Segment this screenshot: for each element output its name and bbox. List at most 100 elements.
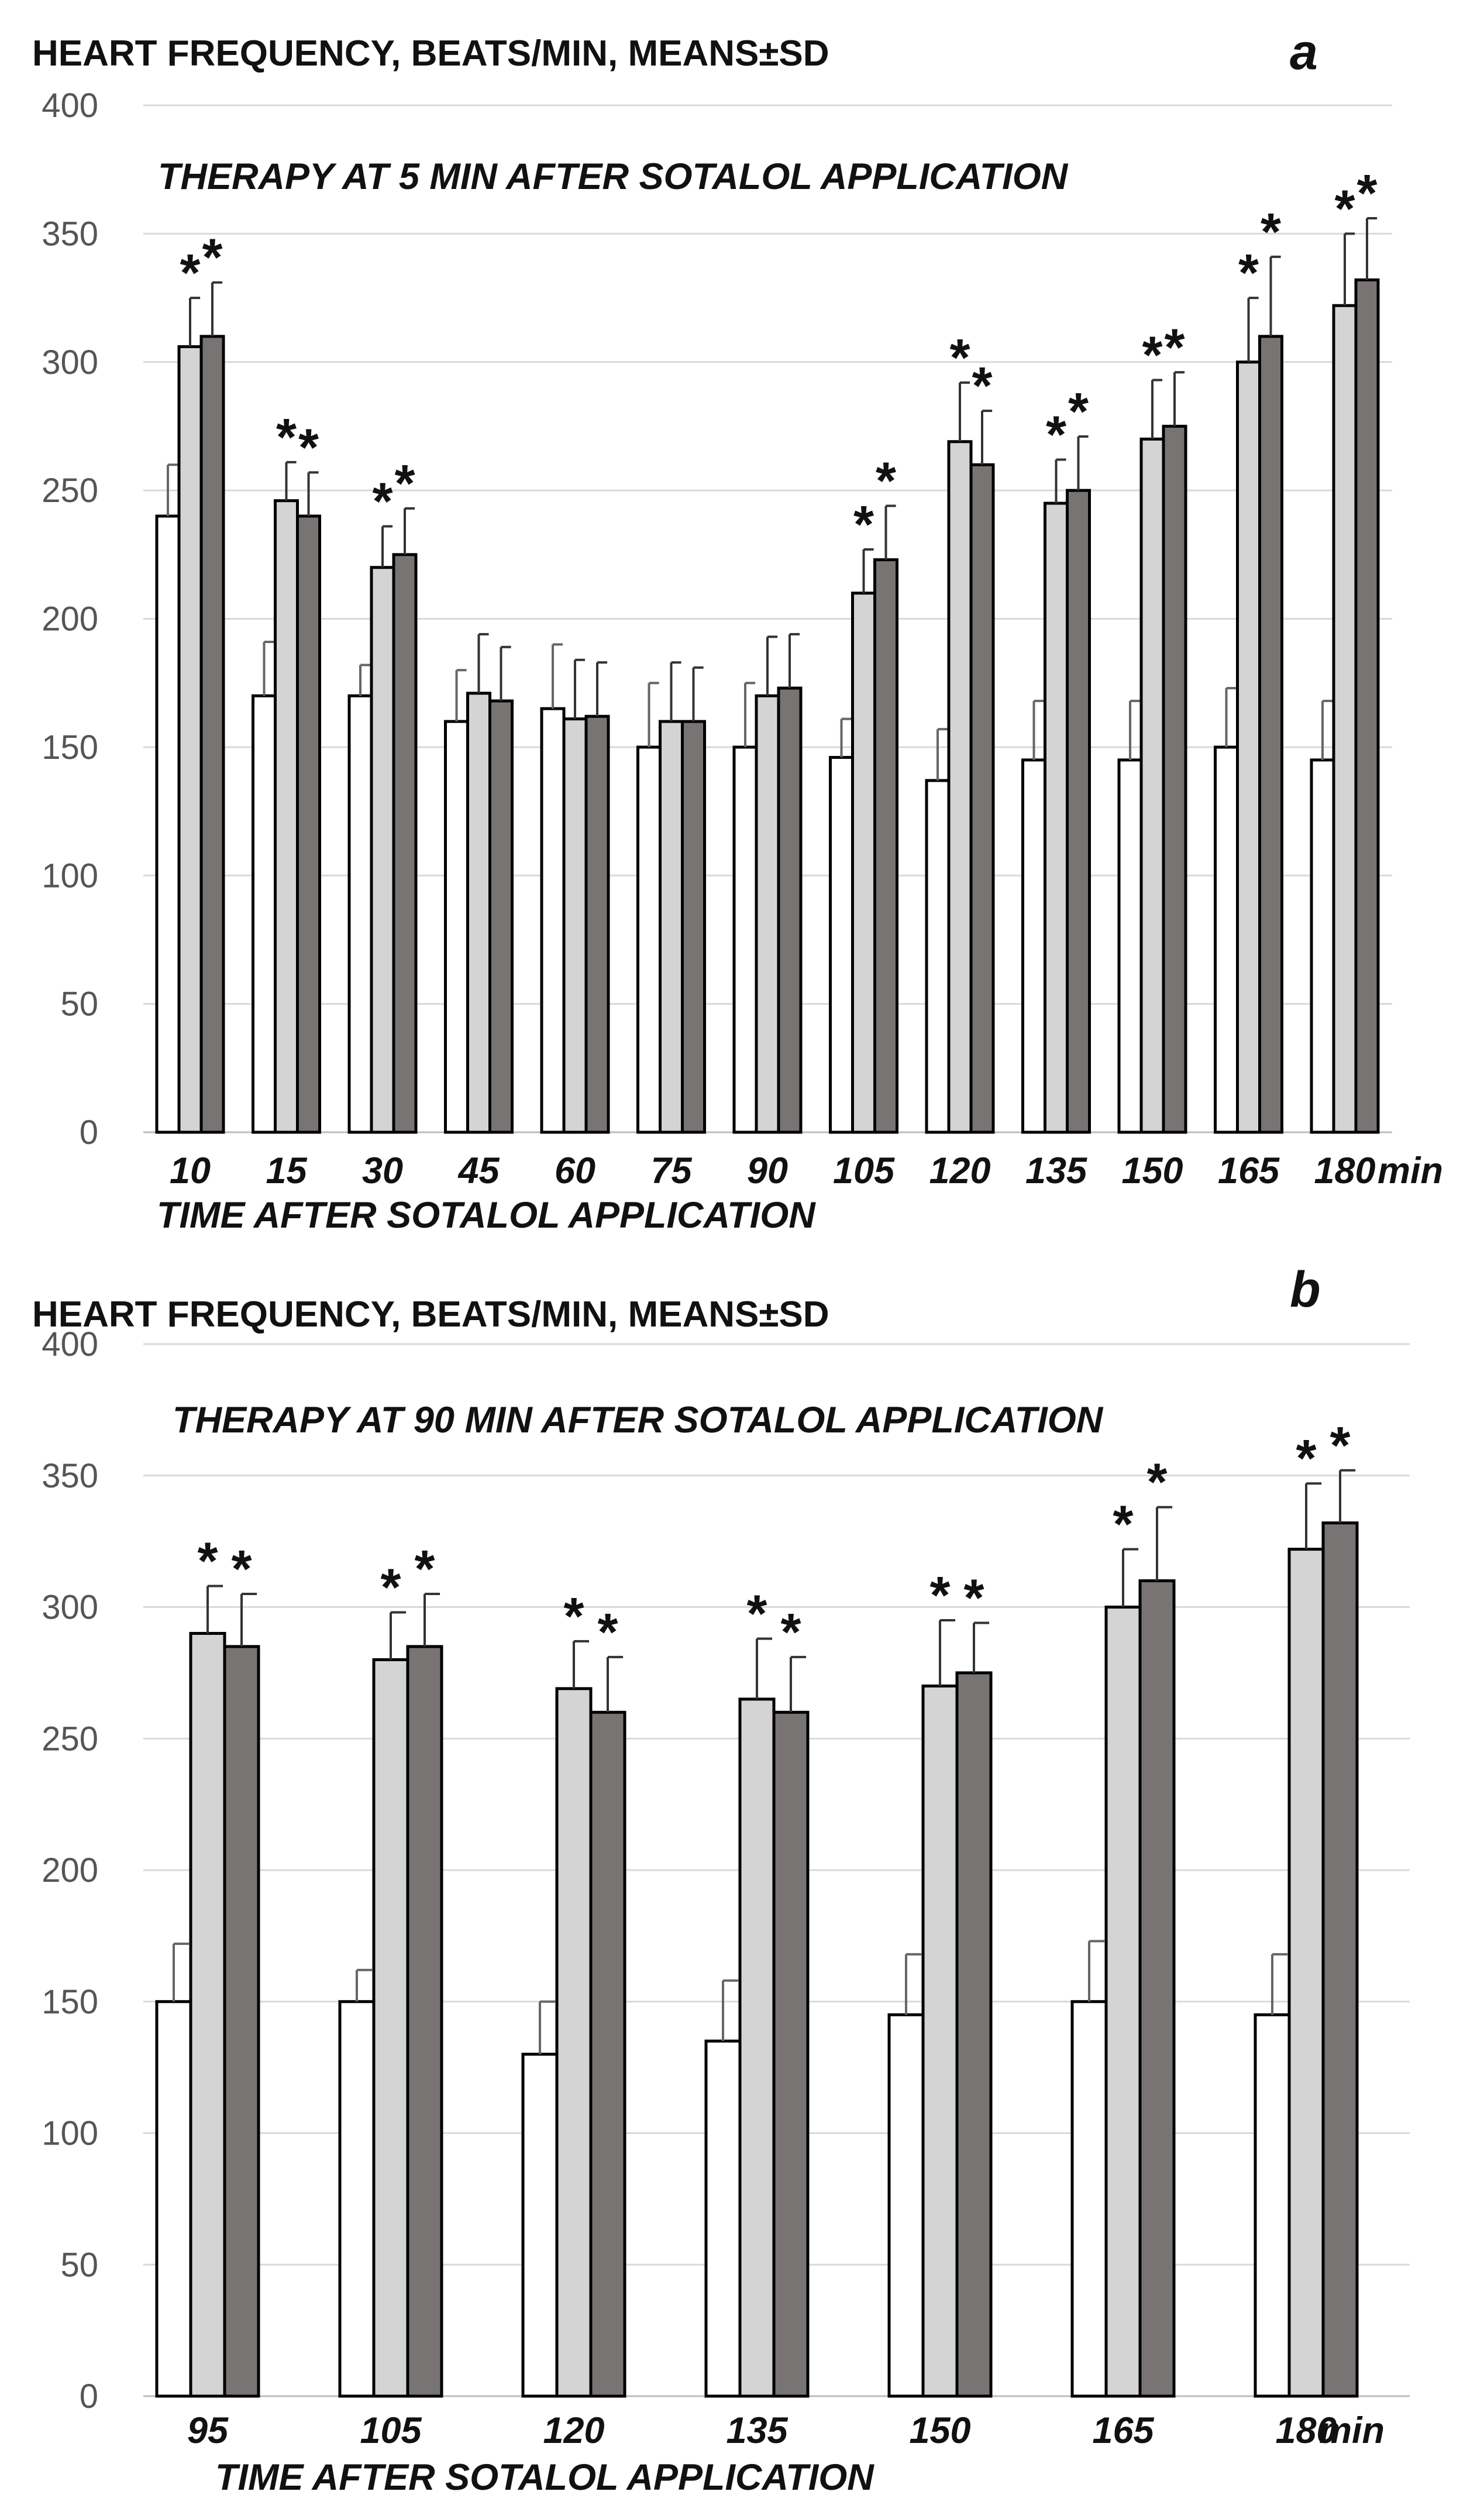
panel-b-bar-135-series3	[772, 1710, 810, 2398]
panel-b-y-tick-label: 200	[42, 1851, 98, 1889]
panel-a-bar-165-series2	[1236, 360, 1261, 1134]
panel-b-x-tick-label: 180	[1275, 2410, 1337, 2451]
panel-a-bar-60-series1	[540, 707, 566, 1134]
panel-a-bar-105-series2	[851, 592, 876, 1134]
panel-b-significance-star: *	[963, 1569, 984, 1627]
panel-a-bar-60-series2	[562, 717, 588, 1134]
panel-b-significance-star: *	[597, 1603, 618, 1662]
panel-a-bar-10-series3	[199, 335, 225, 1134]
panel-a-y-tick-label: 100	[42, 857, 98, 895]
panel-b-y-axis-title: HEART FREQUENCY, BEATS/MIN, MEANS±SD	[32, 1294, 829, 1335]
panel-b-significance-star: *	[231, 1540, 252, 1599]
panel-a-x-axis-title: TIME AFTER SOTALOL APPLICATION	[157, 1195, 816, 1236]
panel-a-bar-15-series2	[274, 499, 299, 1134]
panel-a-bars: * ** ** **** ** ** *** * *	[155, 164, 1380, 1134]
panel-a-x-tick-label: 105	[833, 1150, 895, 1191]
panel-a-y-tick-label: 350	[42, 215, 98, 253]
panel-b-bar-180-series1	[1254, 2013, 1291, 2398]
panel-b-y-tick-label: 150	[42, 1983, 98, 2021]
panel-a-bar-90-series2	[755, 694, 780, 1134]
panel-b-y-tick-label: 100	[42, 2115, 98, 2153]
panel-b-x-tick-label: 120	[543, 2410, 604, 2451]
panel-a-significance-star: *	[1334, 180, 1355, 238]
panel-a-bar-120-series1	[925, 779, 951, 1134]
panel-b-bar-165-series1	[1070, 2000, 1108, 2398]
panel-a-y-tick-label: 300	[42, 343, 98, 382]
panel-a-bar-165-series3	[1258, 335, 1283, 1134]
panel-b-y-tick-label: 0	[80, 2377, 98, 2415]
panel-b-x-tick-label: 105	[360, 2410, 422, 2451]
panel-a-bar-135-series2	[1044, 501, 1069, 1134]
panel-a-bar-90-series1	[732, 745, 758, 1134]
panel-b: * * * ** * * ** *** * * 050100150200250300350400 …	[32, 1262, 1410, 2498]
panel-a-letter: a	[1290, 24, 1318, 80]
panel-b-bar-105-series2	[372, 1658, 409, 2398]
panel-b-bar-150-series3	[955, 1671, 993, 2398]
panel-a-x-tick-label: 150	[1121, 1150, 1183, 1191]
panel-a-y-tick-labels: 0 50 100 150 200 250 300 350 400	[42, 87, 98, 1152]
panel-a-x-tick-label: 30	[362, 1150, 403, 1191]
panel-a-x-tick-label: 135	[1025, 1150, 1087, 1191]
panel-a-y-tick-label: 250	[42, 472, 98, 510]
panel-b-bar-165-series2	[1104, 1606, 1142, 2398]
panel-b-bar-180-series3	[1321, 1521, 1359, 2398]
panel-a-significance-star: *	[1238, 244, 1259, 303]
panel-b-bar-180-series2	[1287, 1548, 1325, 2398]
panel-b-bar-105-series3	[406, 1645, 443, 2398]
panel-b-y-tick-labels: 0 50 100 150 200 250 300 350 400	[42, 1325, 98, 2415]
panel-b-x-tick-label: 165	[1092, 2410, 1154, 2451]
panel-b-bar-165-series3	[1138, 1579, 1176, 2398]
panel-a-x-tick-label: 45	[457, 1150, 500, 1191]
panel-a-y-tick-label: 50	[60, 985, 98, 1023]
panel-b-significance-star: *	[929, 1566, 950, 1625]
panel-a-bar-165-series1	[1214, 745, 1239, 1134]
panel-a-x-tick-label: 10	[170, 1150, 211, 1191]
panel-a-x-tick-label: 60	[555, 1150, 595, 1191]
panel-a-x-tick-label: 75	[650, 1150, 692, 1191]
panel-a-bar-75-series2	[659, 720, 684, 1134]
panel-b-therapy-annotation: THERAPY AT 90 MIN AFTER SOTALOL APPLICAT…	[173, 1400, 1104, 1441]
panel-a-significance-star: *	[853, 496, 874, 554]
panel-b-bar-105-series1	[338, 2000, 376, 2398]
panel-a-bar-15-series3	[296, 514, 321, 1134]
panel-a-x-tick-label: 180	[1314, 1150, 1375, 1191]
panel-b-bar-120-series1	[521, 2053, 559, 2398]
panel-b-significance-star: *	[1330, 1417, 1350, 1475]
panel-a: * ** ** **** ** ** *** * * 050100150200250300350…	[32, 24, 1443, 1236]
panel-b-significance-star: *	[563, 1587, 584, 1646]
panel-a-bar-180-series1	[1310, 758, 1335, 1134]
panel-a-bar-120-series2	[947, 440, 973, 1134]
panel-a-bar-10-series1	[155, 514, 181, 1134]
panel-b-x-tick-labels: 95 105 120 135 150 165 180	[187, 2410, 1337, 2451]
panel-b-significance-star: *	[1113, 1496, 1133, 1554]
panel-a-bar-90-series3	[777, 686, 803, 1134]
panel-a-x-tick-label: 15	[266, 1150, 307, 1191]
panel-a-bar-75-series3	[681, 720, 706, 1134]
panel-a-bar-150-series1	[1117, 758, 1143, 1134]
panel-a-significance-star: *	[276, 408, 297, 467]
panel-a-y-tick-label: 0	[80, 1114, 98, 1152]
panel-b-y-tick-label: 250	[42, 1720, 98, 1758]
panel-a-y-tick-label: 150	[42, 728, 98, 767]
panel-a-x-tick-label: 120	[929, 1150, 990, 1191]
panel-a-bar-30-series2	[370, 566, 395, 1134]
panel-a-bar-180-series2	[1332, 304, 1358, 1134]
panel-b-x-tick-label: 95	[187, 2410, 229, 2451]
panel-b-bar-135-series2	[738, 1697, 776, 2398]
panel-b-bar-150-series2	[921, 1684, 959, 2398]
panel-a-significance-star: *	[1068, 383, 1089, 441]
panel-a-significance-star: *	[180, 244, 200, 303]
panel-a-x-tick-label: 90	[747, 1150, 788, 1191]
panel-b-bar-120-series2	[555, 1687, 593, 2398]
panel-a-bar-135-series3	[1066, 489, 1091, 1134]
panel-b-bar-120-series3	[589, 1710, 626, 2398]
panel-a-bar-75-series1	[636, 745, 662, 1134]
panel-b-x-unit: min	[1319, 2410, 1385, 2451]
panel-b-x-tick-label: 150	[909, 2410, 970, 2451]
panel-a-significance-star: *	[1164, 318, 1185, 377]
panel-a-bar-10-series2	[177, 345, 203, 1134]
panel-a-bar-105-series1	[829, 755, 854, 1134]
panel-a-significance-star: *	[202, 229, 222, 287]
panel-b-y-tick-label: 350	[42, 1457, 98, 1495]
